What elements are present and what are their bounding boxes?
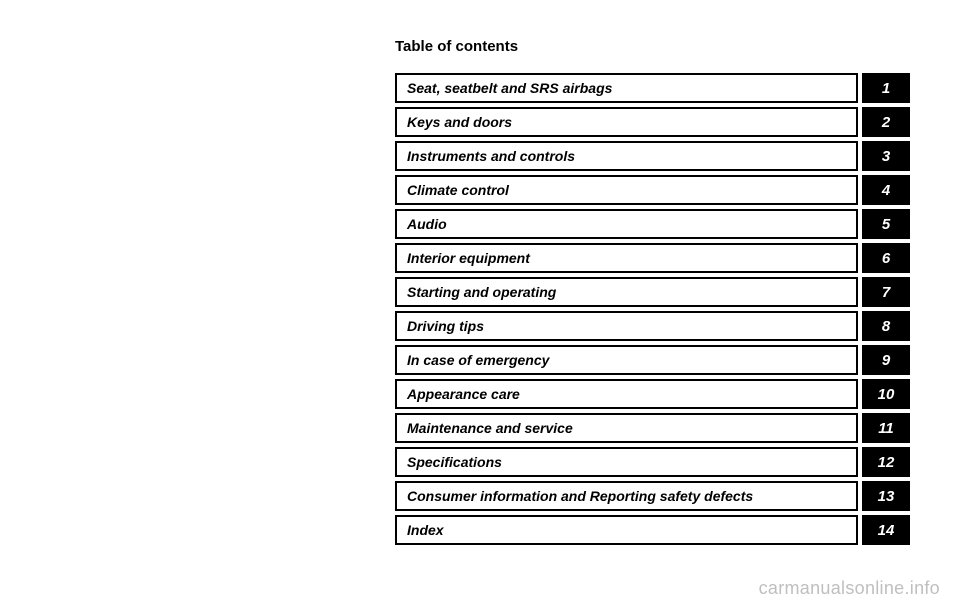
manual-page: Table of contents Seat, seatbelt and SRS… — [0, 0, 960, 545]
toc-row: Specifications 12 — [395, 447, 910, 477]
toc-row: Index 14 — [395, 515, 910, 545]
toc-label: In case of emergency — [395, 345, 858, 375]
watermark-text: carmanualsonline.info — [759, 578, 940, 599]
toc-label: Specifications — [395, 447, 858, 477]
toc-label: Keys and doors — [395, 107, 858, 137]
toc-chapter-number: 14 — [862, 515, 910, 545]
toc-label: Maintenance and service — [395, 413, 858, 443]
toc-chapter-number: 11 — [862, 413, 910, 443]
toc-label: Driving tips — [395, 311, 858, 341]
toc-row: Starting and operating 7 — [395, 277, 910, 307]
toc-chapter-number: 3 — [862, 141, 910, 171]
toc-label: Appearance care — [395, 379, 858, 409]
toc-row: Audio 5 — [395, 209, 910, 239]
toc-row: Instruments and controls 3 — [395, 141, 910, 171]
toc-chapter-number: 8 — [862, 311, 910, 341]
toc-label: Instruments and controls — [395, 141, 858, 171]
toc-chapter-number: 4 — [862, 175, 910, 205]
toc-label: Seat, seatbelt and SRS airbags — [395, 73, 858, 103]
toc-chapter-number: 6 — [862, 243, 910, 273]
toc-label: Audio — [395, 209, 858, 239]
toc-chapter-number: 13 — [862, 481, 910, 511]
toc-row: Keys and doors 2 — [395, 107, 910, 137]
toc-label: Climate control — [395, 175, 858, 205]
toc-chapter-number: 7 — [862, 277, 910, 307]
toc-chapter-number: 9 — [862, 345, 910, 375]
toc-row: Driving tips 8 — [395, 311, 910, 341]
toc-row: Appearance care 10 — [395, 379, 910, 409]
toc-chapter-number: 5 — [862, 209, 910, 239]
toc-chapter-number: 1 — [862, 73, 910, 103]
page-title: Table of contents — [395, 38, 960, 55]
toc-row: In case of emergency 9 — [395, 345, 910, 375]
toc-label: Starting and operating — [395, 277, 858, 307]
toc-row: Interior equipment 6 — [395, 243, 910, 273]
toc-row: Climate control 4 — [395, 175, 910, 205]
toc-label: Consumer information and Reporting safet… — [395, 481, 858, 511]
toc-row: Consumer information and Reporting safet… — [395, 481, 910, 511]
toc-chapter-number: 10 — [862, 379, 910, 409]
toc-chapter-number: 2 — [862, 107, 910, 137]
table-of-contents: Seat, seatbelt and SRS airbags 1 Keys an… — [395, 73, 910, 545]
toc-row: Seat, seatbelt and SRS airbags 1 — [395, 73, 910, 103]
toc-chapter-number: 12 — [862, 447, 910, 477]
toc-label: Index — [395, 515, 858, 545]
toc-row: Maintenance and service 11 — [395, 413, 910, 443]
toc-label: Interior equipment — [395, 243, 858, 273]
